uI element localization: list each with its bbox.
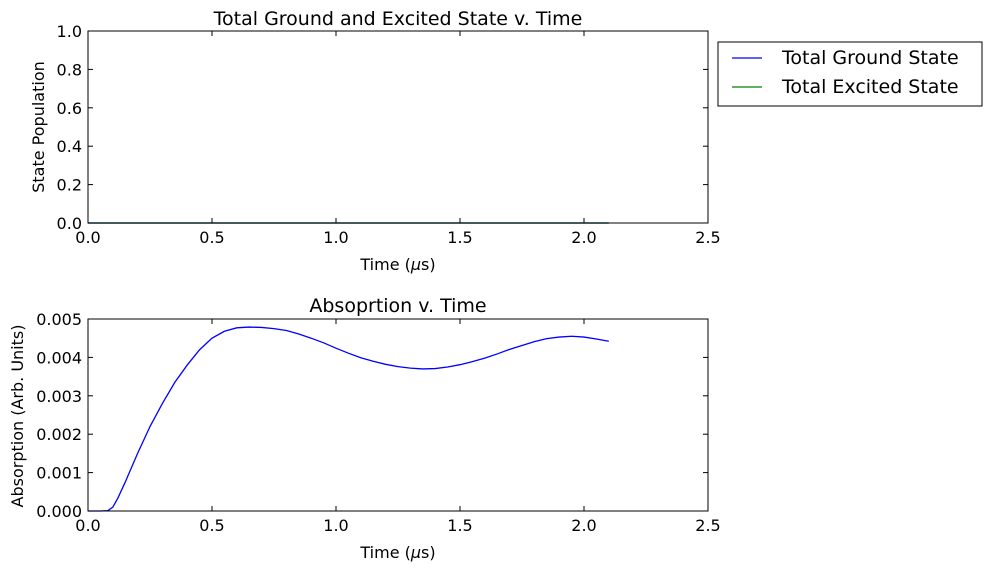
x-tick-label: 1.0 xyxy=(323,516,348,535)
x-tick-label: 0.0 xyxy=(75,516,100,535)
y-tick-label: 0.005 xyxy=(36,310,82,329)
subplot-absorption: Absoprtion v. Time 0.0 0.5 1.0 1.5 2.0 2.50.0… xyxy=(8,295,721,562)
axes-frame xyxy=(87,318,709,512)
y-tick-label: 0.8 xyxy=(57,60,82,79)
y-tick-label: 0.6 xyxy=(57,99,82,118)
x-tick-label: 1.5 xyxy=(447,516,472,535)
tick-group: 0.0 0.5 1.0 1.5 2.0 2.5 0.0 0.2 0.4 0.6 0.8 1.0 xyxy=(57,22,721,247)
y-axis-label: State Population xyxy=(29,61,48,193)
y-tick-label: 0.002 xyxy=(36,425,82,444)
x-tick-label: 2.0 xyxy=(571,516,596,535)
x-axis-label: Time (μs) xyxy=(359,543,435,562)
legend-label-ground: Total Ground State xyxy=(781,47,959,69)
y-tick-label: 0.000 xyxy=(36,502,82,521)
axes-frame xyxy=(87,30,709,224)
legend-label-excited: Total Excited State xyxy=(781,76,959,98)
y-tick-label: 0.003 xyxy=(36,387,82,406)
legend-box xyxy=(717,41,983,107)
x-tick-label: 0.5 xyxy=(199,516,224,535)
x-tick-label: 2.0 xyxy=(571,228,596,247)
y-tick-label: 0.001 xyxy=(36,464,82,483)
y-tick-label: 0.4 xyxy=(57,137,82,156)
subplot-state-population: Total Ground and Excited State v. Time 0… xyxy=(29,8,721,274)
chart-title: Absoprtion v. Time xyxy=(309,295,486,317)
x-tick-label: 2.5 xyxy=(695,516,720,535)
y-tick-label: 1.0 xyxy=(57,22,82,41)
x-tick-label: 1.5 xyxy=(447,228,472,247)
legend: Total Ground State Total Excited State xyxy=(717,41,983,107)
series-line-series-0 xyxy=(88,326,609,512)
tick-group: 0.0 0.5 1.0 1.5 2.0 2.5 0.000 0.001 0.002 0.003 0.… xyxy=(36,310,721,535)
x-tick-label: 0.0 xyxy=(75,228,100,247)
chart-title: Total Ground and Excited State v. Time xyxy=(213,8,583,30)
y-tick-label: 0.2 xyxy=(57,176,82,195)
y-axis-label: Absorption (Arb. Units) xyxy=(8,325,27,508)
x-axis-label: Time (μs) xyxy=(359,255,435,274)
y-tick-label: 0.0 xyxy=(57,214,82,233)
x-tick-label: 0.5 xyxy=(199,228,224,247)
x-tick-label: 1.0 xyxy=(323,228,348,247)
y-tick-label: 0.004 xyxy=(36,348,82,367)
x-tick-label: 2.5 xyxy=(695,228,720,247)
series-group xyxy=(88,326,609,512)
